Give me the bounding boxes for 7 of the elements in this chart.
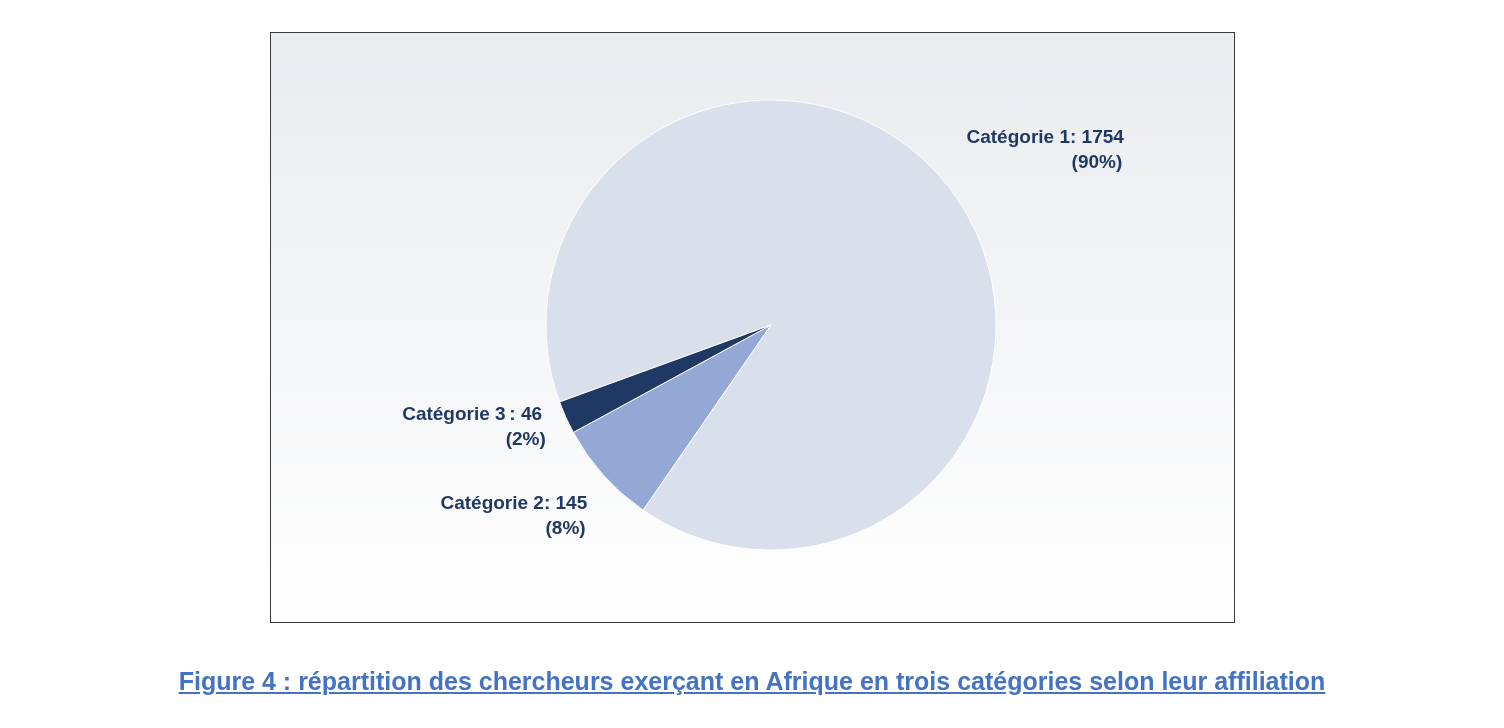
slice-label: Catégorie 1 — [966, 126, 1070, 148]
data-label: : 1754 (90%) — [1069, 126, 1124, 173]
slice-label: Catégorie 2 — [440, 492, 544, 514]
text: Figure 4 : répartition des chercheurs exerçant en Afrique en trois catégories selon leur affiliation — [178, 667, 1326, 695]
data-label: : 46 (2%) — [505, 403, 546, 450]
data-label: : 145 (8%) — [543, 492, 588, 539]
slice-label: Catégorie 3 — [402, 403, 506, 425]
